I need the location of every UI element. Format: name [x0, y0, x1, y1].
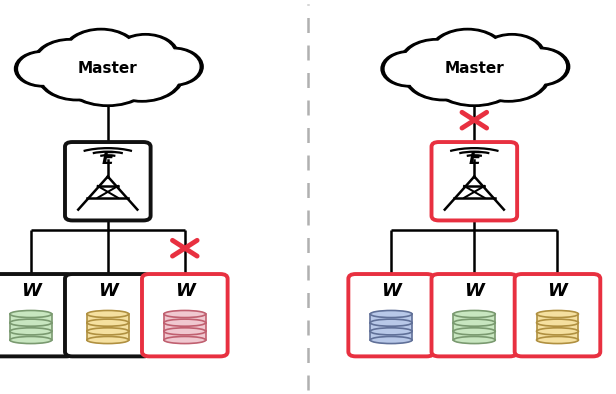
Ellipse shape: [87, 328, 129, 335]
Ellipse shape: [453, 336, 495, 344]
Circle shape: [104, 51, 180, 99]
Circle shape: [433, 31, 501, 75]
Text: W: W: [98, 282, 118, 300]
Text: E: E: [102, 150, 114, 167]
Circle shape: [483, 36, 541, 73]
Ellipse shape: [370, 319, 412, 326]
Circle shape: [400, 39, 474, 86]
Ellipse shape: [164, 310, 206, 318]
FancyBboxPatch shape: [65, 142, 150, 221]
Ellipse shape: [537, 310, 578, 318]
Circle shape: [37, 50, 117, 101]
Text: W: W: [175, 282, 195, 300]
Circle shape: [112, 33, 179, 76]
Circle shape: [19, 54, 67, 84]
Circle shape: [38, 41, 103, 84]
Circle shape: [63, 47, 152, 104]
Ellipse shape: [164, 328, 206, 335]
FancyBboxPatch shape: [515, 274, 601, 356]
Circle shape: [62, 28, 139, 78]
Circle shape: [479, 33, 545, 76]
FancyBboxPatch shape: [431, 142, 517, 221]
Ellipse shape: [370, 328, 412, 335]
Bar: [537, 314, 578, 323]
Ellipse shape: [453, 319, 495, 326]
FancyBboxPatch shape: [431, 274, 517, 356]
Circle shape: [466, 48, 551, 102]
Ellipse shape: [453, 328, 495, 335]
Ellipse shape: [10, 336, 52, 344]
Ellipse shape: [537, 336, 578, 344]
Bar: [537, 331, 578, 340]
Bar: [10, 331, 52, 340]
Circle shape: [33, 39, 107, 86]
Bar: [537, 323, 578, 331]
Circle shape: [116, 36, 174, 73]
Ellipse shape: [87, 336, 129, 344]
Ellipse shape: [164, 336, 206, 344]
Ellipse shape: [370, 336, 412, 344]
Circle shape: [429, 28, 506, 78]
Ellipse shape: [537, 328, 578, 335]
FancyBboxPatch shape: [0, 274, 74, 356]
Bar: [10, 323, 52, 331]
Ellipse shape: [10, 319, 52, 326]
Circle shape: [403, 50, 484, 101]
Bar: [87, 331, 129, 340]
Circle shape: [15, 51, 71, 87]
Bar: [164, 323, 206, 331]
Text: W: W: [21, 282, 41, 300]
Bar: [10, 314, 52, 323]
Circle shape: [408, 52, 479, 98]
Circle shape: [381, 51, 437, 87]
Ellipse shape: [453, 310, 495, 318]
FancyBboxPatch shape: [142, 274, 228, 356]
Bar: [87, 314, 129, 323]
Ellipse shape: [87, 319, 129, 326]
Text: W: W: [548, 282, 567, 300]
Bar: [453, 314, 495, 323]
Bar: [453, 323, 495, 331]
Ellipse shape: [10, 310, 52, 318]
Circle shape: [100, 48, 184, 102]
Circle shape: [471, 51, 546, 99]
Circle shape: [513, 50, 565, 83]
Bar: [370, 314, 412, 323]
Circle shape: [509, 47, 570, 86]
Circle shape: [430, 47, 519, 104]
Bar: [87, 323, 129, 331]
Circle shape: [142, 47, 203, 86]
Ellipse shape: [164, 319, 206, 326]
Circle shape: [67, 31, 135, 75]
Circle shape: [41, 52, 113, 98]
Text: E: E: [468, 150, 480, 167]
Circle shape: [426, 44, 523, 106]
Text: Master: Master: [445, 61, 504, 76]
Bar: [164, 314, 206, 323]
Ellipse shape: [10, 328, 52, 335]
Text: W: W: [381, 282, 401, 300]
Bar: [370, 331, 412, 340]
Circle shape: [147, 50, 199, 83]
Bar: [370, 323, 412, 331]
Ellipse shape: [87, 310, 129, 318]
Text: Master: Master: [78, 61, 137, 76]
FancyBboxPatch shape: [65, 274, 150, 356]
Text: W: W: [464, 282, 484, 300]
Circle shape: [404, 41, 469, 84]
Ellipse shape: [370, 310, 412, 318]
FancyBboxPatch shape: [349, 274, 434, 356]
Ellipse shape: [537, 319, 578, 326]
Circle shape: [386, 54, 433, 84]
Circle shape: [59, 44, 156, 106]
Bar: [164, 331, 206, 340]
Bar: [453, 331, 495, 340]
